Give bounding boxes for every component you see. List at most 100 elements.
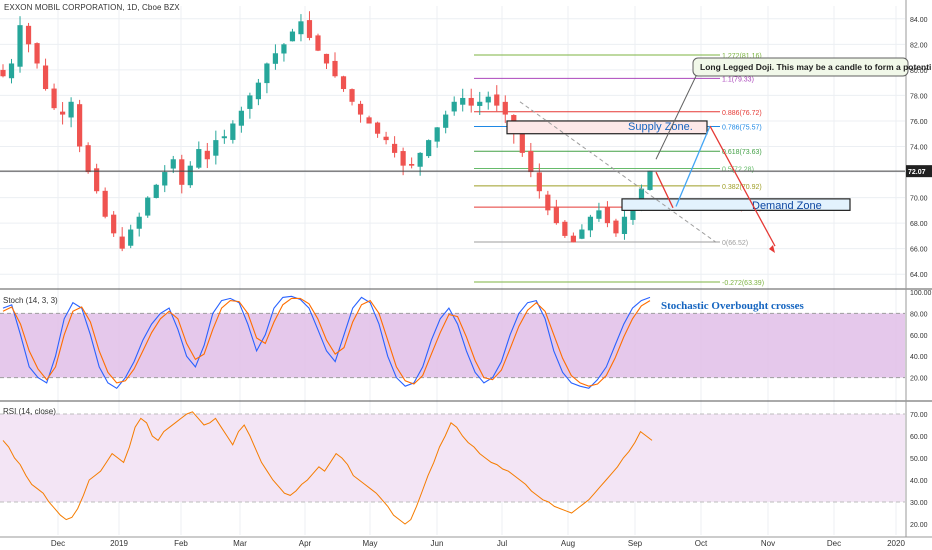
x-tick-label: Dec [827, 539, 841, 548]
y-tick-label: 74.00 [910, 145, 928, 152]
candle-body [630, 203, 636, 220]
candle-body [570, 235, 576, 243]
fib-label: 0.618(73.63) [722, 149, 762, 156]
candle-body [247, 95, 253, 109]
candle-body [426, 140, 432, 157]
fib-label: 1.272(81.16) [722, 53, 762, 60]
x-tick-label: Mar [233, 539, 247, 548]
candle-body [604, 207, 611, 224]
candle-body [68, 101, 74, 118]
rsi-y-tick: 50.00 [910, 456, 928, 463]
candle-body [306, 20, 313, 38]
candle-body [434, 127, 440, 142]
rsi-y-tick: 40.00 [910, 478, 928, 485]
candle-body [230, 123, 236, 140]
candle-body [621, 216, 628, 234]
candle-body [298, 21, 304, 35]
rsi-y-tick: 70.00 [910, 412, 928, 419]
stoch-y-tick: 100.00 [910, 290, 932, 297]
stoch-band [0, 313, 905, 378]
candle-body [153, 184, 159, 198]
candle-body [8, 63, 15, 79]
stoch-y-tick: 20.00 [910, 376, 928, 383]
candle-body [596, 210, 602, 219]
candle-body [562, 221, 568, 236]
candle-body [409, 163, 415, 166]
x-tick-label: May [362, 539, 377, 548]
rsi-line [2, 411, 653, 525]
fib-label: 1.1(79.33) [722, 76, 754, 83]
candle-body [579, 229, 585, 239]
candle-body [170, 159, 176, 169]
x-tick-label: Jul [497, 539, 507, 548]
candle-body [400, 151, 406, 166]
candle-body [502, 101, 508, 115]
chart-title: EXXON MOBIL CORPORATION, 1D, Cboe BZX [4, 3, 180, 12]
candle-body [392, 143, 398, 153]
stoch-pane-label: Stoch (14, 3, 3) [3, 296, 58, 305]
rsi-band [0, 414, 905, 502]
candle-body [477, 101, 483, 106]
candle-body [119, 236, 125, 249]
candle-body [349, 89, 355, 102]
candle-body [374, 122, 381, 134]
rsi-y-tick: 60.00 [910, 434, 928, 441]
candle-body [85, 145, 91, 173]
bull-arrow [675, 125, 711, 207]
fib-label: 0.5(72.28) [722, 166, 754, 173]
stoch-D-line [2, 297, 651, 387]
candle-body [340, 76, 347, 90]
y-tick-label: 64.00 [910, 272, 928, 279]
candle-body [323, 53, 330, 64]
trend-line [519, 101, 717, 243]
stoch-y-tick: 80.00 [910, 311, 928, 318]
callout-pointer [655, 73, 698, 160]
candle-body [485, 96, 491, 103]
candle-body [94, 168, 100, 192]
last-price-tag [906, 165, 932, 178]
candle-body [59, 111, 66, 115]
candle-body [443, 114, 449, 128]
supply-zone [506, 120, 708, 135]
candle-body [128, 229, 134, 246]
candle-body [111, 214, 117, 234]
fib-label: -0.272(63.39) [722, 280, 764, 287]
candle-body [0, 69, 6, 77]
candle-body [221, 136, 227, 139]
fib-label: 0.786(75.57) [722, 124, 762, 131]
demand-zone-label: Demand Zone [752, 200, 822, 212]
candle-body [162, 172, 168, 186]
stoch-note: Stochastic Overbought crosses [661, 300, 805, 312]
candle-body [264, 63, 270, 84]
candle-body [281, 44, 287, 54]
y-tick-label: 84.00 [910, 17, 928, 24]
candle-body [204, 150, 210, 160]
candle-body [553, 206, 559, 224]
candle-body [136, 216, 142, 229]
x-tick-label: Dec [51, 539, 65, 548]
candle-body [460, 97, 466, 105]
stoch-y-tick: 60.00 [910, 333, 928, 340]
candle-body [647, 170, 653, 190]
candle-body [255, 82, 261, 100]
stoch-y-tick: 40.00 [910, 354, 928, 361]
candle-body [51, 88, 57, 109]
y-tick-label: 80.00 [910, 68, 928, 75]
candle-body [179, 159, 185, 185]
stoch-K-line [2, 295, 651, 390]
candle-body [494, 94, 500, 106]
doji-callout [692, 57, 909, 77]
candle-body [638, 188, 645, 206]
supply-zone-label: Supply Zone. [628, 121, 693, 133]
candle-body [536, 172, 542, 192]
y-tick-label: 82.00 [910, 42, 928, 49]
rsi-y-tick: 20.00 [910, 522, 928, 529]
x-tick-label: Feb [174, 539, 188, 548]
candle-body [196, 149, 202, 168]
y-tick-label: 78.00 [910, 93, 928, 100]
y-tick-label: 70.00 [910, 196, 928, 203]
rsi-y-tick: 30.00 [910, 500, 928, 507]
x-tick-label: Jun [431, 539, 444, 548]
candle-body [34, 43, 40, 64]
